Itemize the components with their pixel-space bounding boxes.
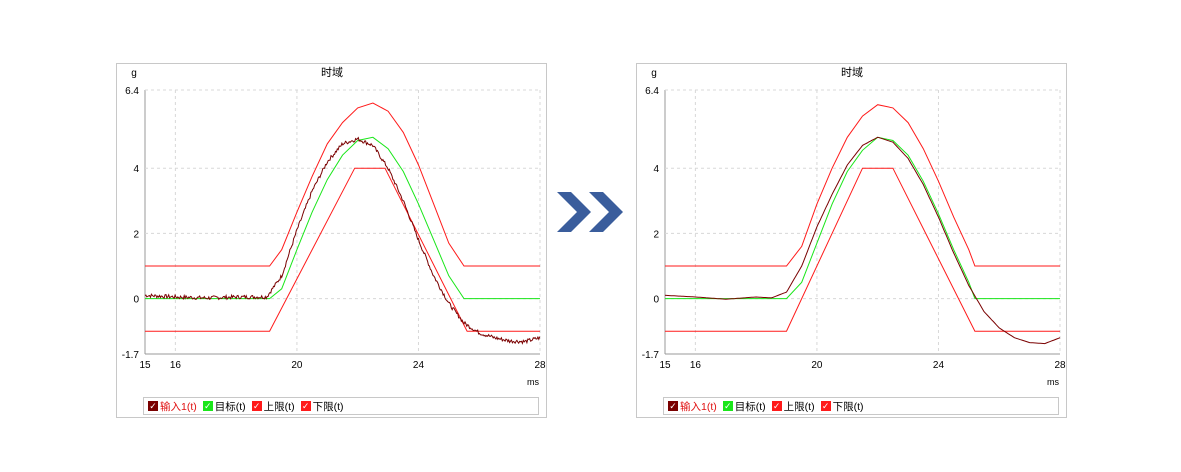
x-tick-label: 24 (933, 360, 945, 371)
checkbox-icon[interactable]: ✓ (300, 401, 311, 411)
checkbox-icon[interactable]: ✓ (251, 401, 262, 411)
legend-label: 输入1(t) (160, 400, 197, 413)
series-line-2 (665, 104, 1060, 267)
legend-label: 下限(t) (832, 400, 864, 413)
series-group (664, 104, 1061, 345)
series-line-2 (145, 102, 540, 267)
y-tick-label: 6.4 (125, 86, 139, 97)
double-chevron-right-icon (557, 192, 623, 232)
y-ticks: 6.4 4 2 0 -1.7 (122, 86, 140, 361)
chevron-1 (557, 192, 591, 232)
x-tick-label: 15 (139, 360, 151, 371)
chart-title: 时域 (841, 66, 863, 79)
checkbox-icon[interactable]: ✓ (722, 401, 733, 411)
legend: ✓ 输入1(t) ✓ 目标(t) ✓ 上限(t) ✓ 下限(t) (663, 397, 1059, 415)
x-tick-label: 28 (534, 360, 546, 371)
y-axis-label: g (131, 68, 137, 79)
x-tick-label: 15 (659, 360, 671, 371)
y-tick-label: 0 (653, 295, 659, 306)
legend-item-1[interactable]: ✓ 目标(t) (202, 399, 246, 414)
axes: 时域 g ms (651, 66, 1059, 387)
x-ticks: 15 16 20 24 28 (139, 360, 546, 371)
y-axis-label: g (651, 68, 657, 79)
series-line-1 (665, 136, 1060, 300)
legend-item-2[interactable]: ✓ 上限(t) (251, 399, 295, 414)
legend-label: 上限(t) (783, 400, 815, 413)
y-tick-label: -1.7 (642, 350, 660, 361)
y-tick-label: 2 (133, 229, 139, 240)
axes: 时域 g ms (131, 66, 539, 387)
legend-item-0[interactable]: ✓ 输入1(t) (148, 399, 197, 414)
x-ticks: 15 16 20 24 28 (659, 360, 1066, 371)
legend-label: 目标(t) (214, 400, 246, 413)
series-group (144, 102, 541, 345)
series-line-0 (664, 136, 1061, 345)
checkbox-icon[interactable]: ✓ (148, 401, 158, 411)
x-tick-label: 16 (690, 360, 702, 371)
series-line-1 (145, 136, 540, 300)
legend-label: 下限(t) (312, 400, 344, 413)
x-tick-label: 28 (1054, 360, 1066, 371)
y-tick-label: 2 (653, 229, 659, 240)
x-tick-label: 16 (170, 360, 182, 371)
legend-item-3[interactable]: ✓ 下限(t) (300, 399, 344, 414)
y-tick-label: 4 (133, 164, 139, 175)
x-tick-label: 24 (413, 360, 425, 371)
y-tick-label: 4 (653, 164, 659, 175)
x-axis-label: ms (1047, 377, 1059, 387)
chart-panel-after: 时域 g ms 6.4 4 2 0 -1.7 15 16 20 24 28 ✓ 输入1(t) ✓ 目标… (636, 63, 1067, 418)
series-line-3 (145, 167, 540, 332)
y-tick-label: 6.4 (645, 86, 659, 97)
legend-label: 输入1(t) (680, 400, 717, 413)
grid (664, 89, 1061, 355)
series-line-0 (144, 136, 541, 345)
y-tick-label: -1.7 (122, 350, 140, 361)
chart-panel-before: 时域 g ms 6.4 4 2 0 -1.7 15 16 20 24 28 ✓ 输入1(t) ✓ 目标… (116, 63, 547, 418)
legend-label: 目标(t) (734, 400, 766, 413)
legend-label: 上限(t) (263, 400, 295, 413)
legend: ✓ 输入1(t) ✓ 目标(t) ✓ 上限(t) ✓ 下限(t) (143, 397, 539, 415)
checkbox-icon[interactable]: ✓ (820, 401, 831, 411)
y-tick-label: 0 (133, 295, 139, 306)
legend-item-0[interactable]: ✓ 输入1(t) (668, 399, 717, 414)
series-line-3 (665, 167, 1060, 332)
y-ticks: 6.4 4 2 0 -1.7 (642, 86, 660, 361)
x-tick-label: 20 (811, 360, 823, 371)
x-axis-label: ms (527, 377, 539, 387)
checkbox-icon[interactable]: ✓ (771, 401, 782, 411)
checkbox-icon[interactable]: ✓ (668, 401, 678, 411)
x-tick-label: 20 (291, 360, 303, 371)
legend-item-3[interactable]: ✓ 下限(t) (820, 399, 864, 414)
grid (144, 89, 541, 355)
chevron-2 (589, 192, 623, 232)
chart-title: 时域 (321, 66, 343, 79)
legend-item-1[interactable]: ✓ 目标(t) (722, 399, 766, 414)
legend-item-2[interactable]: ✓ 上限(t) (771, 399, 815, 414)
checkbox-icon[interactable]: ✓ (202, 401, 213, 411)
